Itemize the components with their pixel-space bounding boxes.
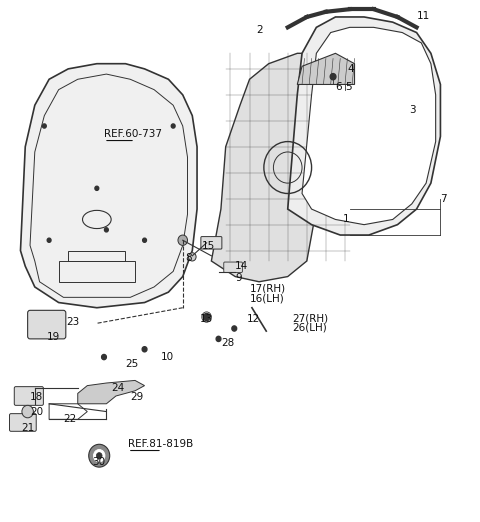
Circle shape (102, 354, 107, 360)
Text: 12: 12 (247, 314, 261, 324)
Text: 27(RH): 27(RH) (292, 313, 329, 323)
Text: 8: 8 (185, 253, 192, 264)
FancyBboxPatch shape (28, 310, 66, 339)
Text: 14: 14 (235, 261, 249, 271)
Text: 1: 1 (343, 215, 349, 224)
Circle shape (42, 124, 46, 128)
Text: 2: 2 (257, 25, 264, 35)
Text: 18: 18 (30, 392, 43, 402)
Circle shape (178, 235, 188, 245)
Text: 28: 28 (221, 338, 234, 348)
Circle shape (94, 449, 105, 462)
Polygon shape (302, 27, 436, 224)
Text: 29: 29 (130, 392, 144, 402)
Text: 25: 25 (125, 359, 139, 369)
FancyBboxPatch shape (201, 236, 222, 249)
Text: 26(LH): 26(LH) (292, 323, 327, 333)
Circle shape (232, 326, 237, 331)
Text: REF.81-819B: REF.81-819B (128, 439, 193, 449)
Text: 15: 15 (202, 242, 215, 252)
Circle shape (142, 347, 147, 352)
Text: REF.60-737: REF.60-737 (104, 129, 162, 139)
Polygon shape (288, 17, 441, 235)
Polygon shape (297, 53, 355, 85)
Text: 23: 23 (66, 317, 79, 327)
Circle shape (171, 124, 175, 128)
FancyBboxPatch shape (224, 262, 242, 272)
Text: 16(LH): 16(LH) (250, 293, 284, 303)
FancyBboxPatch shape (14, 387, 43, 406)
Text: 5: 5 (345, 82, 352, 92)
Text: 11: 11 (417, 11, 430, 21)
Text: 13: 13 (199, 314, 213, 324)
Circle shape (47, 238, 51, 242)
Text: 17(RH): 17(RH) (250, 283, 286, 293)
Polygon shape (78, 381, 144, 404)
Circle shape (143, 238, 146, 242)
Text: 4: 4 (348, 64, 354, 74)
Polygon shape (211, 53, 355, 282)
Circle shape (95, 186, 99, 191)
Text: 3: 3 (409, 105, 416, 115)
Text: 21: 21 (22, 423, 35, 433)
Text: 20: 20 (30, 407, 43, 417)
Text: 9: 9 (235, 272, 242, 282)
Text: 7: 7 (441, 194, 447, 204)
Circle shape (330, 74, 336, 80)
FancyBboxPatch shape (10, 413, 36, 431)
Polygon shape (21, 64, 197, 308)
Text: 19: 19 (47, 333, 60, 342)
Circle shape (96, 453, 102, 459)
Circle shape (189, 253, 196, 261)
Text: 30: 30 (92, 457, 105, 468)
Circle shape (203, 313, 210, 321)
Text: 10: 10 (161, 352, 174, 362)
Circle shape (89, 444, 110, 467)
Circle shape (105, 228, 108, 232)
Circle shape (22, 406, 34, 418)
Circle shape (216, 336, 221, 341)
Text: 22: 22 (63, 414, 77, 424)
Text: 6: 6 (336, 82, 342, 92)
Text: 24: 24 (111, 383, 124, 393)
